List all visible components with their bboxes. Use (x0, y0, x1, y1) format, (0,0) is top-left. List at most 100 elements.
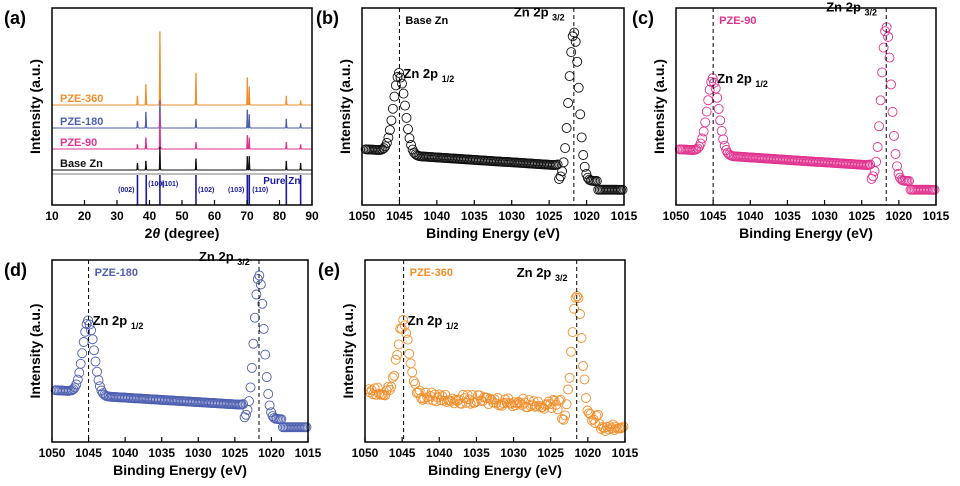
y-axis-label: Intensity (a.u.) (27, 59, 43, 154)
data-point (579, 374, 590, 385)
x-tick-label: 1040 (424, 209, 451, 223)
reference-hkl-label: (110) (252, 187, 268, 194)
x-tick-label: 1050 (39, 446, 66, 460)
data-point (578, 150, 589, 160)
data-point (378, 143, 389, 154)
sample-label: PZE-90 (719, 15, 756, 27)
x-tick-label: 80 (273, 209, 287, 223)
data-point (560, 410, 571, 421)
data-point (87, 334, 98, 345)
data-point (573, 293, 584, 304)
data-point (718, 134, 729, 145)
data-point (398, 88, 409, 99)
plot-frame (364, 259, 626, 443)
data-point (84, 319, 95, 330)
data-point (576, 132, 587, 143)
data-point (80, 326, 91, 337)
data-point (386, 115, 397, 126)
data-point (74, 367, 85, 378)
x-axis-label: Binding Energy (eV) (426, 225, 560, 241)
x-tick-label: 1045 (386, 209, 413, 223)
reference-hkl-label: (103) (228, 187, 244, 194)
data-point (494, 400, 505, 411)
data-point (413, 387, 424, 398)
x-tick-label: 1035 (148, 446, 175, 460)
data-point (557, 166, 568, 177)
x-tick-label: 1050 (349, 209, 376, 223)
x-axis-label: Binding Energy (eV) (428, 462, 562, 478)
xrd-trace (52, 118, 312, 151)
x-tick-label: 1020 (258, 446, 285, 460)
x-tick-label: 90 (305, 209, 319, 223)
x-tick-label: 1035 (461, 209, 488, 223)
data-point (446, 396, 457, 407)
data-point (239, 412, 250, 423)
data-point (585, 409, 596, 420)
data-point (404, 348, 415, 359)
data-point (71, 379, 82, 390)
data-point (567, 327, 578, 338)
data-point (244, 396, 254, 407)
x-tick-label: 50 (175, 209, 189, 223)
data-point (555, 171, 566, 182)
data-point (878, 42, 889, 53)
data-point (561, 123, 572, 133)
data-point (397, 78, 407, 89)
xrd-series-2: PZE-90 (52, 112, 312, 151)
x-tick-label: 1015 (295, 446, 322, 460)
data-point (429, 389, 440, 400)
xps-panel-3: Zn 2p 1/2 Zn 2p 3/2 PZE-180 1050 1045 1040 103… (27, 249, 322, 478)
data-point (709, 77, 720, 88)
data-point (697, 133, 708, 144)
data-point (575, 309, 585, 319)
data-point (564, 71, 575, 82)
data-point (890, 149, 901, 159)
data-point (874, 121, 885, 132)
x-tick-label: 40 (143, 209, 157, 223)
x-tick-label: 1045 (389, 446, 416, 460)
data-point (871, 156, 882, 167)
data-point (258, 323, 269, 334)
data-point (261, 372, 272, 382)
data-point (510, 400, 521, 411)
data-point (263, 389, 274, 399)
data-point (68, 384, 79, 395)
data-point (246, 362, 257, 373)
xps-markers (360, 27, 628, 195)
x-axis-label: Binding Energy (eV) (739, 225, 873, 241)
plot-frame (675, 7, 937, 206)
x-tick-label: 70 (240, 209, 254, 223)
data-point (561, 399, 572, 410)
data-point (617, 184, 628, 195)
xrd-series-0: PZE-360 (52, 31, 312, 106)
data-point (716, 125, 727, 136)
data-point (528, 396, 539, 407)
data-point (617, 422, 627, 433)
data-point (884, 52, 895, 63)
data-point (384, 125, 395, 136)
data-point (248, 338, 259, 349)
data-point (893, 168, 904, 179)
x-tick-label: 1050 (352, 446, 379, 460)
sample-label: PZE-180 (95, 267, 138, 279)
data-point (569, 303, 580, 314)
data-point (401, 112, 412, 123)
x-tick-label: 1035 (463, 446, 490, 460)
data-point (564, 372, 575, 383)
data-point (251, 289, 262, 300)
data-point (578, 361, 588, 371)
data-point (492, 393, 503, 403)
reference-name: Pure Zn (263, 176, 300, 187)
data-point (72, 374, 83, 385)
panel-label: (a) (4, 8, 26, 28)
data-point (410, 378, 421, 389)
data-point (414, 385, 425, 396)
x-tick-label: 1040 (112, 446, 139, 460)
reference-hkl-label: (002) (118, 187, 134, 194)
data-point (394, 67, 404, 78)
data-point (387, 372, 398, 383)
data-point (245, 382, 256, 393)
data-point (712, 92, 723, 103)
y-axis-label: Intensity (a.u.) (340, 304, 356, 399)
